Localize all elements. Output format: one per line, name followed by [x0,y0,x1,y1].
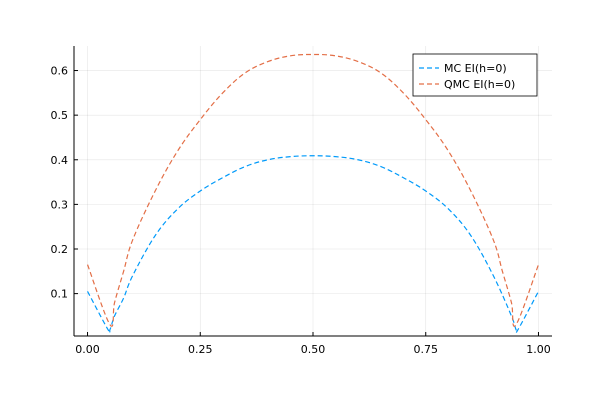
x-tick-label: 0.75 [413,343,438,356]
legend-label: MC EI(h=0) [444,62,507,75]
y-tick-label: 0.2 [51,243,69,256]
x-tick-label: 0.00 [75,343,100,356]
y-tick-label: 0.6 [51,65,69,78]
grid [74,46,552,336]
series-line-qmc-ei-h-0 [86,53,540,327]
x-tick-label: 1.00 [526,343,551,356]
x-tick-label: 0.25 [188,343,213,356]
legend-box [412,53,538,97]
legend: MC EI(h=0) QMC EI(h=0) [412,53,538,97]
y-tick-label: 0.5 [51,109,69,122]
y-tick-label: 0.1 [51,288,69,301]
series-group [86,53,540,334]
x-tick-label: 0.50 [301,343,326,356]
legend-label: QMC EI(h=0) [444,78,515,91]
y-tick-label: 0.4 [51,154,69,167]
y-tick-label: 0.3 [51,198,69,211]
axes: 0.00 0.25 0.50 0.75 1.00 0.1 0.2 0.3 0.4 0.5 0.6 [51,46,552,356]
